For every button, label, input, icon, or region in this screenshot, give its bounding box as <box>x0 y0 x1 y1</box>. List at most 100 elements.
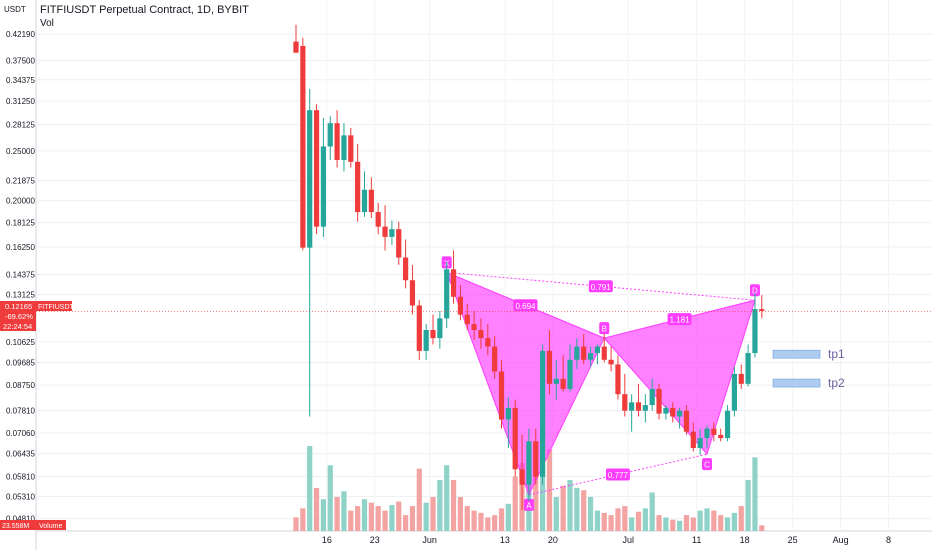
volume-bar <box>718 515 724 531</box>
y-axis[interactable]: 0.42190 0.37500 0.34375 0.31250 0.28125 0.250… <box>6 30 35 524</box>
candle-body <box>622 394 628 411</box>
volume-bar <box>629 517 635 531</box>
candle-body <box>526 441 532 485</box>
candle-body <box>553 378 559 384</box>
x-tick-label: 23 <box>370 535 380 545</box>
volume-bar <box>348 510 354 531</box>
volume-bar <box>683 515 690 531</box>
candle-layer <box>293 24 765 510</box>
candle-body <box>567 359 573 389</box>
volume-bar <box>553 497 559 531</box>
y-tick-label: 0.28125 <box>6 121 35 130</box>
candle-body <box>437 318 443 339</box>
candle-body <box>677 410 683 417</box>
y-tick-label: 0.18125 <box>6 219 35 228</box>
volume-bar <box>389 504 395 531</box>
candle-body <box>409 280 416 306</box>
candle-body <box>416 305 422 351</box>
candle-body <box>608 359 614 365</box>
badge-layer: FITFIUSDT 0.12165-69.62%22:24:54 23.558M Vo… <box>0 301 932 530</box>
candle-body <box>683 410 690 432</box>
volume-bar <box>649 492 655 531</box>
ratio-xd-bg <box>588 280 613 293</box>
volume-bar <box>471 510 477 531</box>
volume-bar <box>560 485 566 531</box>
volume-bar <box>731 512 737 531</box>
volume-bar <box>738 506 744 531</box>
volume-bar <box>581 490 587 531</box>
volume-bar <box>745 480 751 531</box>
candle-body <box>368 189 374 213</box>
candle-body <box>471 324 477 331</box>
target-box-tp1[interactable] <box>772 349 821 359</box>
candle-body <box>478 330 484 339</box>
volume-bar <box>307 446 313 531</box>
volume-bar <box>677 520 683 531</box>
x-axis[interactable]: 1623Jun1320Jul111825Aug815 <box>322 535 932 545</box>
candle-body <box>355 161 361 213</box>
x-tick-label: Aug <box>833 535 849 545</box>
point-c-bg <box>702 458 712 471</box>
volume-bar <box>492 515 498 531</box>
volume-bar <box>670 519 676 531</box>
x-tick-label: Jun <box>422 535 437 545</box>
volume-bar <box>423 502 429 531</box>
y-tick-label: 0.16250 <box>6 243 35 252</box>
candle-body <box>731 373 737 411</box>
volume-bar <box>711 510 717 531</box>
volume-bar <box>663 517 669 531</box>
volume-bar <box>368 502 374 531</box>
point-d-bg <box>749 284 760 297</box>
candle-body <box>560 378 566 389</box>
volume-bar <box>355 506 361 531</box>
target-layer[interactable]: tp1 tp2 <box>772 347 845 390</box>
volume-bar <box>533 472 539 531</box>
volume-bar <box>567 480 573 531</box>
candle-body <box>642 405 648 411</box>
candle-body <box>396 229 402 258</box>
point-b-label: B <box>602 325 607 334</box>
candle-body <box>492 346 498 372</box>
volume-bar <box>293 517 299 531</box>
candle-body <box>635 402 642 411</box>
grid-layer <box>36 0 932 531</box>
target-box-tp2[interactable] <box>772 378 821 388</box>
candle-body <box>649 388 655 406</box>
target-label-tp2: tp2 <box>828 376 845 390</box>
candle-body <box>697 438 703 449</box>
symbol-badge-label: FITFIUSDT <box>38 304 74 311</box>
candle-body <box>498 371 505 420</box>
y-tick-label: 0.07060 <box>6 429 35 438</box>
volume-indicator-label[interactable]: Vol <box>40 18 54 29</box>
x-tick-label: 25 <box>788 535 798 545</box>
point-a-bg <box>523 498 534 511</box>
candle-body <box>293 41 299 53</box>
volume-bar <box>574 487 580 531</box>
candle-body <box>382 226 388 237</box>
y-tick-label: 0.25000 <box>6 147 35 156</box>
volume-bar <box>622 506 628 531</box>
volume-bar <box>320 499 326 531</box>
ratio-xd: 0.791 <box>591 283 612 292</box>
volume-value-badge <box>0 520 36 530</box>
candle-body <box>718 434 724 439</box>
chart-title: FITFIUSDT Perpetual Contract, 1D, BYBIT <box>40 4 249 16</box>
last-price: 0.12165 <box>5 302 32 311</box>
volume-bar <box>450 480 457 531</box>
y-tick-label: 0.21875 <box>6 177 35 186</box>
y-tick-label: 0.04810 <box>6 515 35 524</box>
volume-bar <box>635 511 642 531</box>
y-tick-label: 0.14375 <box>6 270 35 279</box>
price-badge <box>0 301 36 331</box>
volume-bar <box>403 515 409 531</box>
candle-body <box>656 388 662 414</box>
y-tick-label: 0.08750 <box>6 381 35 390</box>
x-tick-label: 18 <box>740 535 750 545</box>
candle-body <box>512 407 518 470</box>
candle-body <box>300 45 306 248</box>
volume-bar <box>752 457 758 531</box>
y-tick-label: 0.05810 <box>6 472 35 481</box>
